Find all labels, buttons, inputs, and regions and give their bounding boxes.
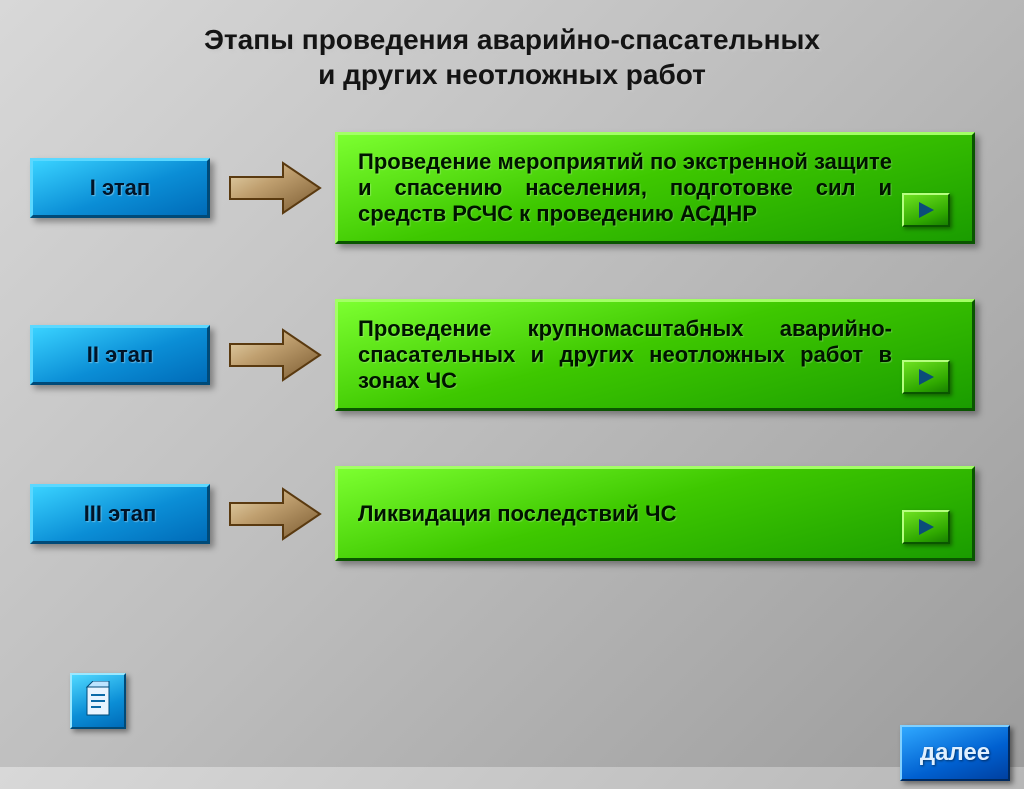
stage-box-1: I этап <box>30 158 210 218</box>
detail-button-3[interactable] <box>902 510 950 544</box>
arrow-icon <box>228 159 323 217</box>
detail-button-1[interactable] <box>902 193 950 227</box>
next-button[interactable]: далее <box>900 725 1010 781</box>
stage-label-2: II этап <box>87 342 154 368</box>
desc-box-1: Проведение мероприятий по экстренной защ… <box>335 132 975 244</box>
desc-box-3: Ликвидация последствий ЧС <box>335 466 975 561</box>
stage-box-2: II этап <box>30 325 210 385</box>
stage-row-2: II этап Проведение крупномасштабных авар… <box>0 299 1024 411</box>
stage-box-3: III этап <box>30 484 210 544</box>
stage-label-1: I этап <box>90 175 150 201</box>
stage-label-3: III этап <box>84 501 157 527</box>
desc-text-3: Ликвидация последствий ЧС <box>358 501 677 527</box>
back-button[interactable] <box>70 673 126 729</box>
next-label: далее <box>920 739 990 767</box>
arrow-icon <box>228 485 323 543</box>
detail-button-2[interactable] <box>902 360 950 394</box>
stage-row-1: I этап Проведение мероприятий по экстрен… <box>0 132 1024 244</box>
slide-title: Этапы проведения аварийно-спасательных и… <box>0 22 1024 92</box>
arrow-icon <box>228 326 323 384</box>
title-line-1: Этапы проведения аварийно-спасательных <box>204 24 820 55</box>
stages-container: I этап Проведение мероприятий по экстрен… <box>0 132 1024 561</box>
desc-text-2: Проведение крупномасштабных аварийно-спа… <box>358 316 892 394</box>
title-line-2: и других неотложных работ <box>318 59 706 90</box>
desc-text-1: Проведение мероприятий по экстренной защ… <box>358 149 892 227</box>
desc-box-2: Проведение крупномасштабных аварийно-спа… <box>335 299 975 411</box>
stage-row-3: III этап Ликвидация последствий ЧС <box>0 466 1024 561</box>
